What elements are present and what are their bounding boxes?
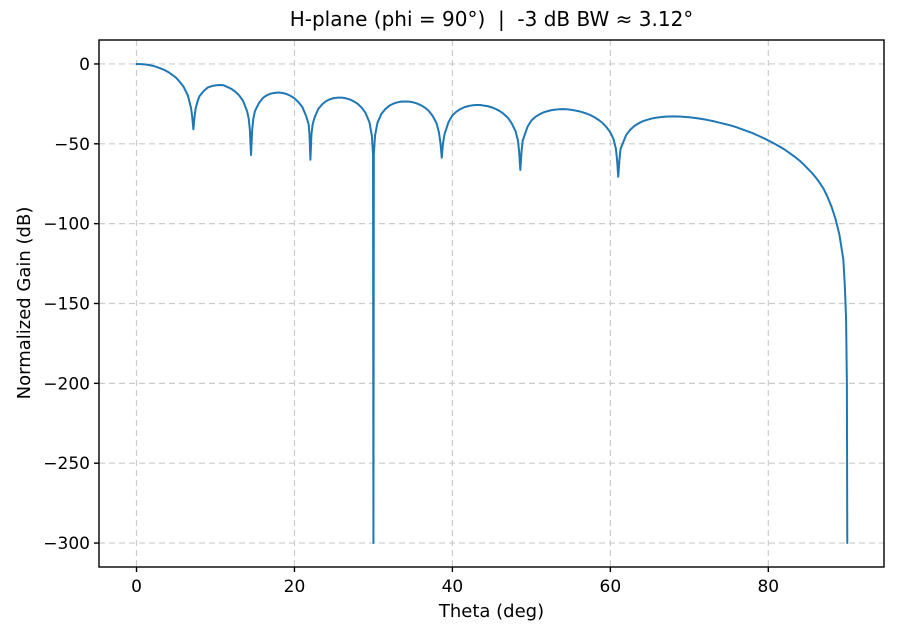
- gain-curve: [135, 62, 849, 545]
- y-axis-label: Normalized Gain (dB): [14, 206, 35, 400]
- y-tick-label: 0: [79, 55, 90, 75]
- x-tick-label: 0: [131, 577, 142, 597]
- x-tick-label: 60: [600, 577, 622, 597]
- y-tick-label: −300: [43, 534, 90, 554]
- y-tick-label: −200: [43, 374, 90, 394]
- chart-title: H-plane (phi = 90°) | -3 dB BW ≈ 3.12°: [289, 7, 694, 31]
- x-axis-label: Theta (deg): [438, 601, 545, 622]
- y-tick-label: −100: [43, 215, 90, 235]
- x-tick-label: 80: [757, 577, 779, 597]
- y-tick-label: −150: [43, 295, 90, 315]
- x-tick-label: 20: [284, 577, 306, 597]
- y-tick-label: −50: [54, 135, 90, 155]
- x-tick-label: 40: [442, 577, 464, 597]
- y-tick-label: −250: [43, 454, 90, 474]
